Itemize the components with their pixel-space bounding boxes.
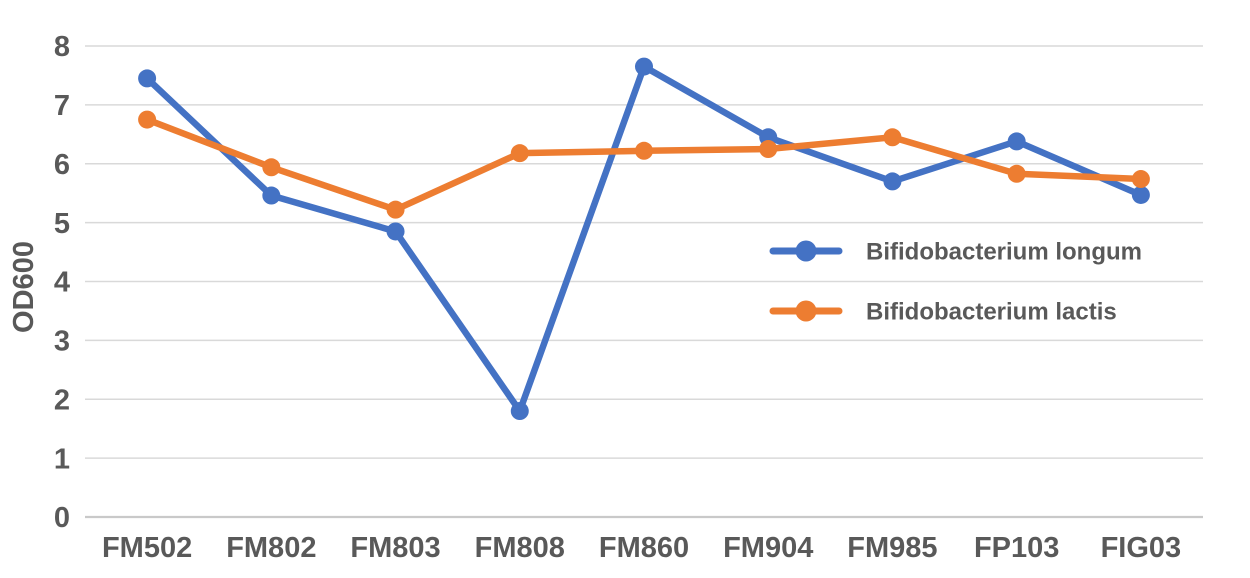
y-tick-label: 2 [54, 384, 70, 416]
data-point-marker [1007, 132, 1026, 151]
y-tick-label: 3 [54, 326, 70, 358]
data-point-marker [635, 141, 653, 160]
data-point-marker [262, 186, 281, 205]
data-point-marker [138, 69, 157, 88]
x-tick-label: FM802 [226, 532, 316, 564]
x-tick-label: FM904 [723, 532, 813, 564]
data-point-marker [386, 200, 405, 219]
x-tick-label: FM502 [102, 532, 192, 564]
y-tick-label: 1 [54, 443, 70, 475]
y-tick-label: 0 [54, 502, 70, 534]
legend-marker-icon [795, 240, 817, 262]
data-point-marker [883, 172, 902, 191]
y-tick-label: 4 [54, 267, 70, 299]
data-point-marker [1131, 185, 1150, 204]
data-point-marker [1007, 164, 1026, 183]
data-point-marker [138, 110, 157, 129]
series-line [143, 116, 1145, 213]
x-tick-label: FM803 [350, 532, 440, 564]
data-point-marker [510, 402, 529, 421]
data-point-marker [386, 222, 405, 241]
series-longum [138, 57, 1150, 421]
y-axis-title: OD600 [8, 241, 40, 333]
y-tick-label: 6 [54, 149, 70, 181]
data-point-marker [510, 144, 529, 163]
legend-label: Bifidobacterium lactis [866, 298, 1117, 325]
data-point-marker [1131, 170, 1150, 189]
legend-marker-icon [795, 300, 817, 322]
y-tick-label: 5 [54, 208, 70, 240]
legend-label: Bifidobacterium longum [866, 238, 1142, 265]
y-tick-label: 8 [54, 31, 70, 63]
data-point-marker [759, 140, 778, 159]
data-point-marker [262, 158, 281, 177]
x-tick-label: FM860 [599, 532, 689, 564]
y-tick-label: 7 [54, 90, 70, 122]
legend-item: Bifidobacterium longum [769, 238, 1142, 265]
data-point-marker [883, 128, 902, 147]
x-tick-label: FIG03 [1101, 532, 1182, 564]
x-tick-label: FP103 [974, 532, 1059, 564]
x-tick-label: FM808 [475, 532, 565, 564]
data-point-marker [635, 57, 653, 76]
series-lactis [138, 110, 1150, 219]
x-tick-label: FM985 [847, 532, 937, 564]
legend-item: Bifidobacterium lactis [769, 298, 1117, 325]
legend: Bifidobacterium longum Bifidobacterium la… [769, 238, 1142, 325]
